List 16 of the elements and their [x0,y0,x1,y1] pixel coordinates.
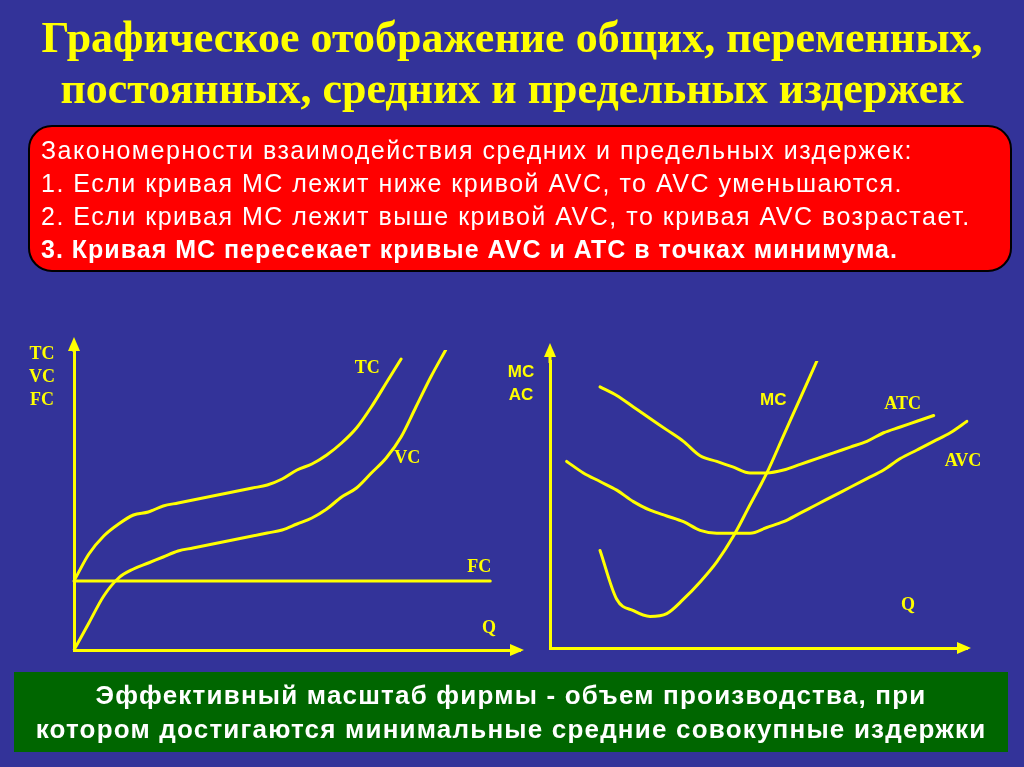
text: Эффективный масштаб фирмы - объем производства, при котором достигаются минимальные средние совокупные издержки [35,679,987,746]
chart-title: Графическое отображение общих, переменных, постоянных, средних и предельных издержек [40,12,984,114]
series-label: MC [759,390,787,409]
text: 2. Если кривая MC лежит выше кривой AVC, то кривая AVC возрастает. [41,201,972,232]
text: 1. Если кривая MC лежит ниже кривой AVC, то AVC уменьшаются. [41,168,904,199]
series-label: FC [467,555,492,576]
series-label: VC [394,446,421,467]
x-axis-title: Q [481,616,497,637]
y-axis-title: TC VC FC [29,342,55,409]
text: Закономерности взаимодействия средних и предельных издержек: [41,135,914,166]
series-label: TC [354,356,380,377]
series-label: ATC [884,393,921,414]
y-axis-title: MC AC [507,361,535,404]
series-label: AVC [944,449,982,470]
x-axis-title: Q [900,593,916,614]
text: 3. Кривая MC пересекает кривые AVC и ATC в точках минимума. [41,234,899,265]
